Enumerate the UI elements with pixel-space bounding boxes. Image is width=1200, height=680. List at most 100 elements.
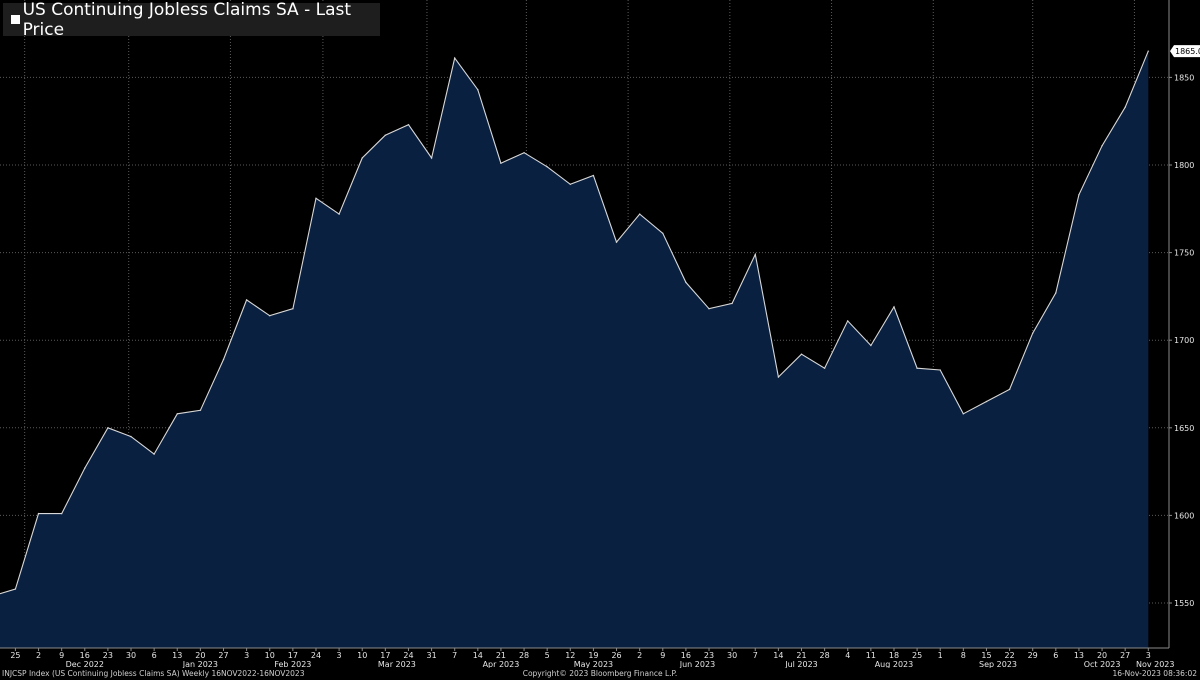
data-point [407,123,410,126]
data-point [592,174,595,177]
legend-square-icon [11,15,20,24]
data-point [615,241,618,243]
x-tick-label: 23 [704,651,714,660]
x-tick-label: 27 [1120,651,1130,660]
x-tick-label: 28 [519,651,529,660]
y-tick-label: 1650 [1174,424,1194,433]
x-month-label: Aug 2023 [875,660,914,668]
data-point [60,512,63,515]
x-tick-label: 13 [1074,651,1084,660]
last-value-marker: 1865.0 [1170,45,1200,58]
data-point [500,162,502,164]
data-point [477,88,479,91]
x-tick-label: 19 [588,651,598,660]
data-point [893,306,895,308]
data-point [823,367,826,370]
footer-index-info: INJCSP Index (US Continuing Jobless Clai… [2,669,305,678]
x-tick-label: 16 [80,651,90,660]
x-tick-label: 17 [380,651,390,660]
x-month-label: May 2023 [574,660,613,668]
x-tick-label: 15 [981,651,991,660]
x-month-label: Jul 2023 [784,660,818,668]
x-tick-label: 12 [565,651,575,660]
data-point [846,320,849,322]
x-tick-label: 31 [426,651,436,660]
data-point [245,299,248,301]
x-tick-label: 7 [753,651,758,660]
x-tick-label: 28 [820,651,830,660]
x-tick-label: 14 [473,651,483,660]
data-point [731,302,733,305]
data-point [962,413,965,415]
data-point [546,166,548,168]
x-tick-label: 18 [889,651,899,660]
data-point [523,151,525,154]
data-point [754,253,757,256]
last-value-box [1170,45,1200,58]
chart-title: US Continuing Jobless Claims SA - Last P… [22,0,352,40]
data-point [638,213,641,215]
x-tick-label: 25 [10,651,20,660]
x-tick-label: 10 [265,651,275,660]
x-tick-label: 3 [244,651,249,660]
data-point [985,400,988,403]
data-point [14,588,17,590]
x-tick-label: 22 [1004,651,1014,660]
x-tick-label: 10 [357,651,367,660]
x-tick-label: 6 [152,651,157,660]
x-tick-label: 3 [1146,651,1151,660]
x-month-label: Apr 2023 [483,660,520,668]
x-month-label: Nov 2023 [1136,660,1175,668]
x-tick-label: 8 [961,651,966,660]
data-point [384,134,387,136]
x-tick-label: 5 [545,651,550,660]
x-month-label: Jun 2023 [679,660,715,668]
data-point [199,409,202,412]
data-point [84,467,86,469]
x-month-label: Feb 2023 [274,660,311,668]
x-tick-label: 14 [773,651,783,660]
data-point [130,435,132,438]
x-tick-label: 25 [912,651,922,660]
x-tick-label: 2 [36,651,41,660]
data-point [870,344,872,347]
x-tick-label: 11 [866,651,876,660]
y-tick-label: 1850 [1174,73,1194,82]
data-point [1078,194,1080,196]
x-tick-label: 6 [1053,651,1058,660]
x-month-label: Jan 2023 [182,660,218,668]
data-point [222,358,225,361]
x-tick-label: 13 [172,651,182,660]
x-tick-label: 24 [403,651,413,660]
x-tick-label: 21 [796,651,806,660]
x-tick-label: 24 [311,651,321,660]
data-point [1008,388,1011,391]
x-tick-label: 3 [337,651,342,660]
data-points [14,50,1150,590]
data-point [292,307,294,310]
y-tick-label: 1800 [1174,161,1194,170]
x-tick-label: 27 [218,651,228,660]
x-tick-label: 26 [611,651,621,660]
data-point [569,183,572,186]
y-tick-label: 1550 [1174,599,1194,608]
x-tick-label: 4 [845,651,850,660]
x-tick-label: 9 [59,651,64,660]
x-tick-label: 30 [126,651,136,660]
data-point [176,413,179,415]
data-point [338,213,340,215]
data-point [453,57,456,59]
data-point [939,369,941,371]
data-point [1031,332,1034,335]
x-tick-label: 1 [938,651,943,660]
x-axis: 25 2 9 16 23 30 6 13 20 27 3 10 17 24 3 10 17 24 31 7 14 21 28… [10,648,1174,668]
data-point [107,427,109,429]
footer-copyright: Copyright© 2023 Bloomberg Finance L.P. [522,669,678,678]
footer-bar: INJCSP Index (US Continuing Jobless Clai… [0,668,1200,680]
x-month-label: Mar 2023 [378,660,416,668]
chart-title-box: US Continuing Jobless Claims SA - Last P… [3,0,380,40]
x-tick-label: 29 [1028,651,1038,660]
data-point [800,353,803,356]
data-point [1124,106,1126,108]
x-tick-label: 20 [195,651,205,660]
